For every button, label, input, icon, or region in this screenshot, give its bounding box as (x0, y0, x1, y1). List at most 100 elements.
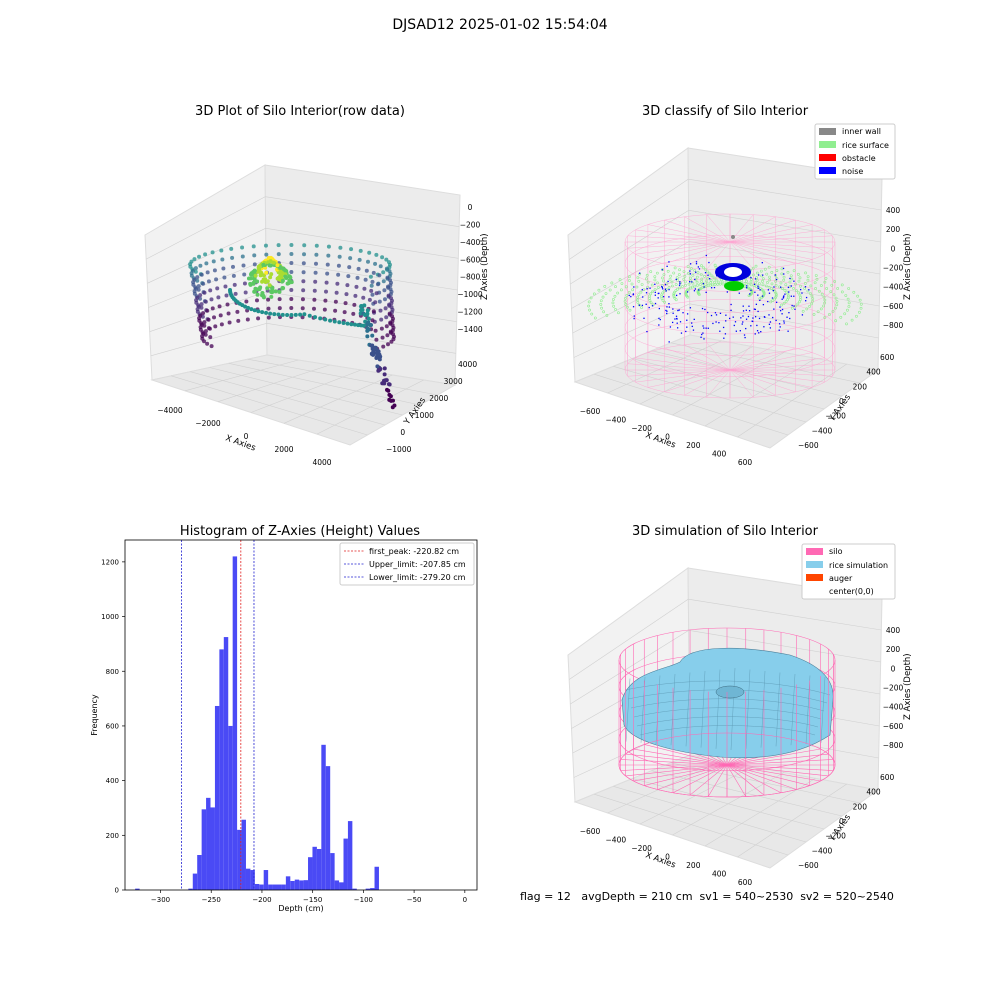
noise-point (779, 310, 782, 312)
noise-point (689, 270, 691, 272)
noise-point (705, 327, 707, 329)
rice-surface-point (782, 301, 786, 305)
grid-line (571, 241, 690, 309)
silo-wire-spoke (627, 369, 731, 377)
raw-point (356, 266, 361, 271)
silo-bottom-ring (618, 732, 836, 798)
noise-point (804, 286, 807, 288)
rice-surface-point (675, 276, 679, 280)
raw-point (232, 282, 237, 287)
grid-line (150, 323, 267, 357)
raw-point (364, 268, 369, 273)
rice-surface-point (816, 310, 820, 314)
p4-x-tick: −600 (580, 827, 601, 836)
grid-line (688, 178, 882, 211)
noise-point (633, 286, 635, 288)
noise-point (718, 322, 720, 324)
surface-mesh-line (630, 698, 825, 712)
p4-x-tick: 200 (686, 861, 701, 870)
rice-surface-point (699, 283, 702, 286)
rice-surface-point (790, 277, 794, 281)
rice-surface-point (835, 300, 839, 303)
rice-surface-point (662, 273, 666, 277)
raw-point (256, 265, 261, 270)
p1-z-tick: −1400 (457, 325, 483, 334)
p2-z-tick: −600 (883, 302, 904, 311)
center-pit (715, 685, 745, 699)
raw-point (195, 295, 200, 300)
raw-point (377, 273, 382, 278)
noise-point (654, 294, 656, 296)
grid-line (688, 210, 881, 243)
raw-point (289, 288, 294, 293)
noise-point (768, 314, 770, 316)
raw-point (209, 344, 214, 349)
rice-surface-point (855, 314, 858, 318)
y-tick-label: 200 (106, 832, 119, 840)
raw-point (214, 277, 219, 282)
histogram-bar (325, 766, 331, 890)
histogram-legend: first_peak: -220.82 cm Upper_limit: -207… (339, 542, 475, 586)
rice-surface-point (696, 283, 699, 287)
raw-point (246, 305, 251, 310)
rice-surface-point (852, 290, 856, 294)
rice-surface-point (649, 270, 653, 274)
raw-point (378, 308, 383, 313)
raw-point (302, 243, 307, 248)
grid-line (737, 783, 847, 858)
rice-surface-point (627, 275, 631, 279)
noise-point (678, 309, 680, 311)
y-tick-label: 600 (106, 722, 119, 730)
rice-surface-point (829, 290, 833, 294)
noise-point (638, 304, 641, 306)
raw-point (388, 394, 393, 399)
rice-surface-point (858, 298, 862, 302)
histogram-bar (347, 821, 353, 890)
raw-point (268, 259, 273, 264)
noise-point (783, 273, 785, 275)
rice-surface-point (676, 287, 679, 291)
noise-point (780, 286, 782, 288)
raw-point (289, 270, 294, 275)
legend-swatch-auger (806, 574, 823, 581)
panel4-title: 3D simulation of Silo Interior (632, 524, 818, 539)
noise-point (632, 306, 635, 308)
raw-point (370, 318, 375, 323)
noise-point (708, 278, 711, 280)
raw-point (344, 292, 349, 297)
p1-z-tick: 0 (468, 203, 473, 212)
noise-point (781, 313, 783, 315)
rice-surface-point (716, 280, 720, 284)
p2-x-tick: −600 (580, 407, 601, 416)
surface-mesh-line (636, 716, 819, 728)
rice-surface-point (783, 288, 787, 292)
rice-surface-point (691, 285, 694, 289)
raw-point (267, 263, 272, 268)
silo-wire-spoke (729, 369, 776, 396)
rice-surface-point (700, 280, 703, 283)
noise-point (680, 332, 683, 334)
p4-z-axis-label: Z Axies (Depth) (903, 653, 913, 720)
rice-surface-point (636, 295, 639, 299)
silo-wire-spoke (729, 241, 754, 270)
p2-y-tick: 0 (839, 397, 844, 406)
silo-wire-spoke (729, 369, 825, 383)
raw-point (383, 306, 388, 311)
raw-point (390, 405, 395, 410)
raw-point (371, 309, 376, 314)
rice-surface-point (803, 282, 807, 285)
noise-point (760, 331, 762, 333)
noise-point (745, 287, 748, 289)
silo-wire-spoke (706, 214, 731, 243)
noise-point (775, 301, 778, 303)
histogram-y-label: Frequency (90, 694, 99, 736)
rice-surface-point (811, 299, 814, 303)
raw-point (260, 293, 265, 298)
surface-mesh-line (633, 707, 822, 720)
rice-surface-point (627, 291, 631, 294)
raw-point (205, 308, 210, 313)
noise-point (658, 324, 660, 326)
raw-point (387, 397, 392, 402)
raw-point (203, 329, 208, 334)
rice-surface-point (672, 295, 676, 299)
